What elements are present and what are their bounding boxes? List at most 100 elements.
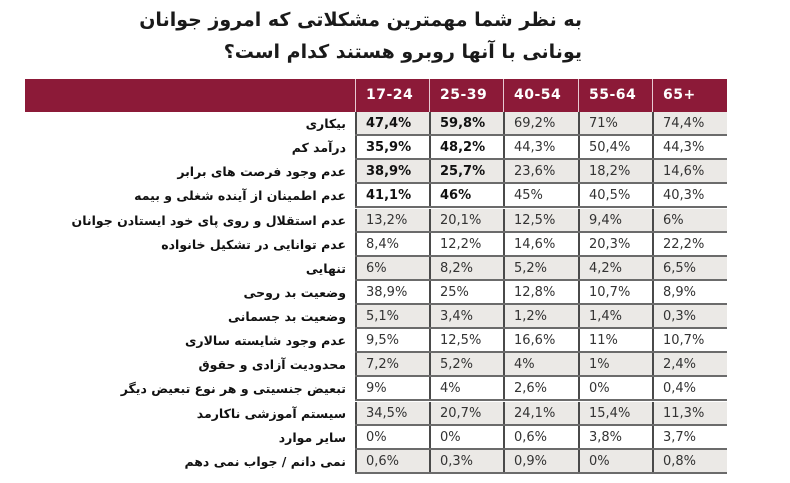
row-label: تبعیض جنسیتی و هر نوع تبعیض دیگر [120, 381, 346, 396]
table-cell: 5,1% [355, 305, 429, 327]
page-title: به نظر شما مهمترین مشکلاتی که امروز جوان… [139, 4, 582, 68]
table-cell: 0,8% [652, 450, 727, 472]
row-cells: 34,5% 20,7% 24,1% 15,4% 11,3% [355, 402, 727, 426]
table-cell: 4% [429, 377, 503, 399]
row-cells: 0% 0% 0,6% 3,8% 3,7% [355, 426, 727, 450]
title-line-1: به نظر شما مهمترین مشکلاتی که امروز جوان… [139, 9, 582, 31]
table-row: عدم استقلال و روی پای خود ایستادن جوانان… [0, 209, 790, 233]
table-cell: 0,6% [355, 450, 429, 472]
table-cell: 9,5% [355, 329, 429, 351]
row-label: عدم اطمینان از آینده شغلی و بیمه [134, 188, 346, 203]
row-cells: 5,1% 3,4% 1,2% 1,4% 0,3% [355, 305, 727, 329]
table-cell: 20,3% [578, 233, 652, 255]
table-cell: 16,6% [503, 329, 578, 351]
row-label: عدم وجود فرصت های برابر [177, 164, 346, 179]
row-label: محدودیت آزادی و حقوق [198, 357, 346, 372]
table-cell: 9,4% [578, 209, 652, 231]
table-cell: 4% [503, 353, 578, 375]
table-cell: 40,5% [578, 184, 652, 206]
table-cell: 7,2% [355, 353, 429, 375]
table-cell: 8,9% [652, 281, 727, 303]
table-cell: 50,4% [578, 136, 652, 158]
row-cells: 38,9% 25% 12,8% 10,7% 8,9% [355, 281, 727, 305]
row-label: عدم وجود شایسته سالاری [184, 333, 346, 348]
table-cell: 47,4% [355, 112, 429, 134]
row-label: درآمد کم [291, 140, 346, 155]
table-row: وضعیت بد جسمانی 5,1% 3,4% 1,2% 1,4% 0,3% [0, 305, 790, 329]
row-cells: 7,2% 5,2% 4% 1% 2,4% [355, 353, 727, 377]
row-cells: 13,2% 20,1% 12,5% 9,4% 6% [355, 209, 727, 233]
row-label: سیستم آموزشی ناکارمد [196, 406, 346, 421]
table-cell: 23,6% [503, 160, 578, 182]
table-cell: 25% [429, 281, 503, 303]
row-cells: 9% 4% 2,6% 0% 0,4% [355, 377, 727, 401]
table-cell: 0% [355, 426, 429, 448]
table-row: تنهایی 6% 8,2% 5,2% 4,2% 6,5% [0, 257, 790, 281]
table-cell: 4,2% [578, 257, 652, 279]
table-cell: 12,5% [503, 209, 578, 231]
table-cell: 13,2% [355, 209, 429, 231]
row-label: سایر موارد [278, 430, 346, 445]
row-cells: 41,1% 46% 45% 40,5% 40,3% [355, 184, 727, 208]
table-cell: 0% [578, 377, 652, 399]
row-label: وضعیت بد روحی [243, 285, 346, 300]
table-row: محدودیت آزادی و حقوق 7,2% 5,2% 4% 1% 2,4% [0, 353, 790, 377]
row-cells: 9,5% 12,5% 16,6% 11% 10,7% [355, 329, 727, 353]
table-cell: 10,7% [578, 281, 652, 303]
table-cell: 1,2% [503, 305, 578, 327]
table-cell: 71% [578, 112, 652, 134]
table-cell: 15,4% [578, 402, 652, 424]
table-cell: 48,2% [429, 136, 503, 158]
table-cell: 40,3% [652, 184, 727, 206]
table-cell: 0,3% [429, 450, 503, 472]
row-label: عدم استقلال و روی پای خود ایستادن جوانان [71, 213, 346, 228]
table-row: درآمد کم 35,9% 48,2% 44,3% 50,4% 44,3% [0, 136, 790, 160]
table-cell: 45% [503, 184, 578, 206]
table-cell: 5,2% [503, 257, 578, 279]
table-cell: 12,5% [429, 329, 503, 351]
column-header-40-54: 40-54 [503, 79, 578, 112]
table-cell: 20,7% [429, 402, 503, 424]
table-cell: 3,4% [429, 305, 503, 327]
table-cell: 24,1% [503, 402, 578, 424]
table-cell: 2,4% [652, 353, 727, 375]
table-row: سیستم آموزشی ناکارمد 34,5% 20,7% 24,1% 15,4%… [0, 402, 790, 426]
row-label: بیکاری [305, 116, 346, 131]
row-cells: 38,9% 25,7% 23,6% 18,2% 14,6% [355, 160, 727, 184]
table-cell: 22,2% [652, 233, 727, 255]
table-cell: 0% [578, 450, 652, 472]
table-cell: 12,2% [429, 233, 503, 255]
table-row: عدم وجود فرصت های برابر 38,9% 25,7% 23,6% 18… [0, 160, 790, 184]
table-cell: 34,5% [355, 402, 429, 424]
table-cell: 11% [578, 329, 652, 351]
table-cell: 3,8% [578, 426, 652, 448]
table-cell: 46% [429, 184, 503, 206]
table-cell: 25,7% [429, 160, 503, 182]
column-header-25-39: 25-39 [429, 79, 503, 112]
table-cell: 41,1% [355, 184, 429, 206]
table-cell: 1,4% [578, 305, 652, 327]
table-row: عدم وجود شایسته سالاری 9,5% 12,5% 16,6% 11% 1… [0, 329, 790, 353]
row-cells: 6% 8,2% 5,2% 4,2% 6,5% [355, 257, 727, 281]
table-row: وضعیت بد روحی 38,9% 25% 12,8% 10,7% 8,9% [0, 281, 790, 305]
table-cell: 0,3% [652, 305, 727, 327]
row-label: نمی دانم / جواب نمی دهم [184, 454, 346, 469]
table-cell: 3,7% [652, 426, 727, 448]
table-cell: 69,2% [503, 112, 578, 134]
title-line-2: یونانی با آنها روبرو هستند کدام است؟ [223, 41, 582, 63]
table-row: بیکاری 47,4% 59,8% 69,2% 71% 74,4% [0, 112, 790, 136]
table-cell: 20,1% [429, 209, 503, 231]
table-cell: 8,2% [429, 257, 503, 279]
table-cell: 14,6% [503, 233, 578, 255]
table-cell: 8,4% [355, 233, 429, 255]
row-label: وضعیت بد جسمانی [228, 309, 346, 324]
table-cell: 0,9% [503, 450, 578, 472]
table-cell: 12,8% [503, 281, 578, 303]
table-row: عدم توانایی در تشکیل خانواده 8,4% 12,2% 14,… [0, 233, 790, 257]
table-cell: 18,2% [578, 160, 652, 182]
table-cell: 0% [429, 426, 503, 448]
table-header [25, 79, 727, 112]
table-row: تبعیض جنسیتی و هر نوع تبعیض دیگر 9% 4% 2,6%… [0, 377, 790, 401]
table-cell: 35,9% [355, 136, 429, 158]
table-cell: 0,6% [503, 426, 578, 448]
